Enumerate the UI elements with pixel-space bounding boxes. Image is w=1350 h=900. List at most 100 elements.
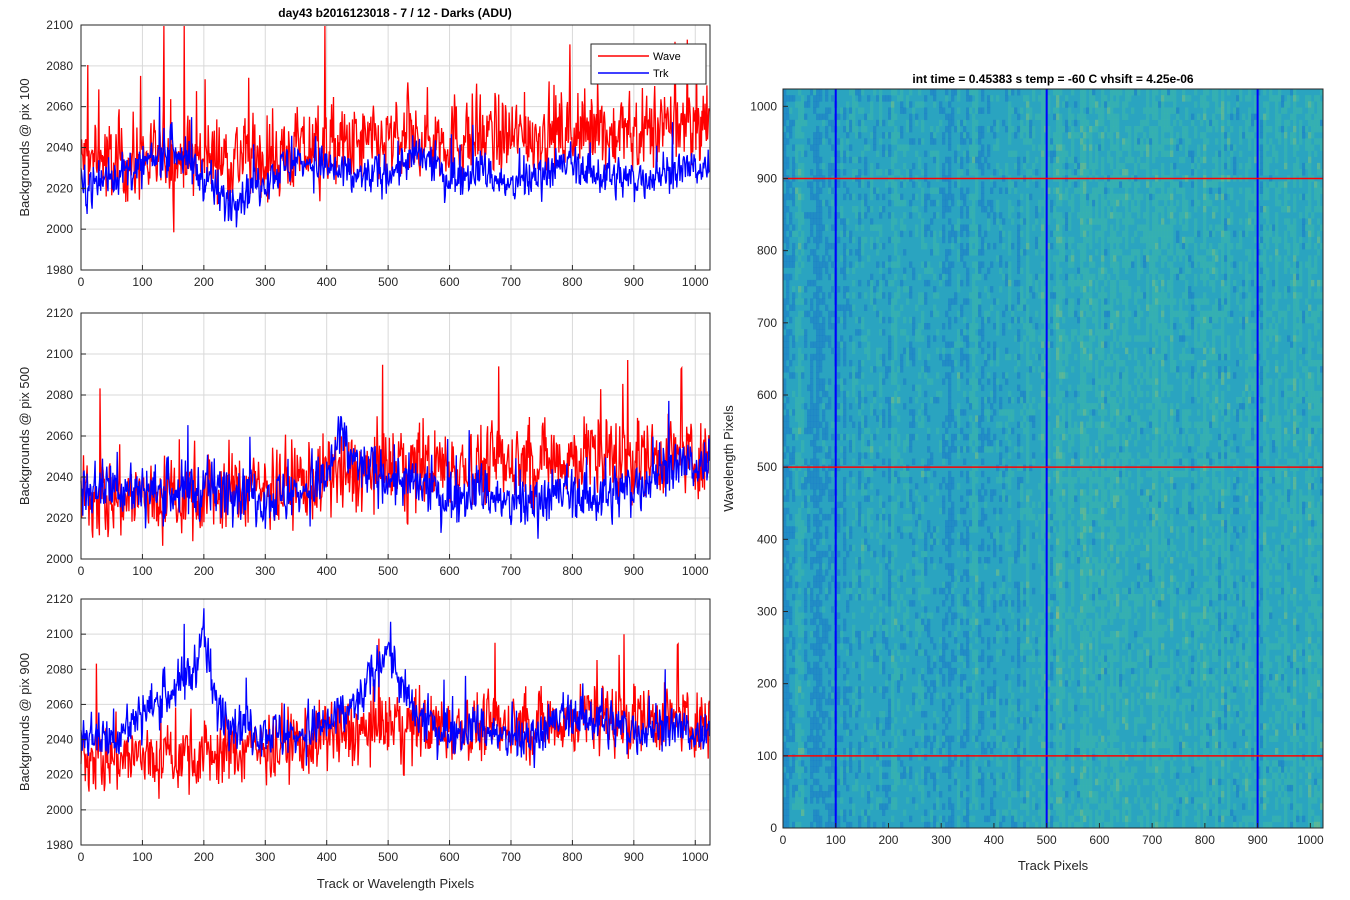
image-pixel (822, 440, 826, 447)
image-pixel (858, 581, 862, 589)
image-pixel (816, 144, 820, 151)
image-pixel (1047, 637, 1051, 644)
image-pixel (981, 242, 985, 250)
image-pixel (960, 206, 964, 213)
image-pixel (888, 704, 892, 712)
image-pixel (897, 193, 901, 201)
image-pixel (972, 347, 976, 355)
image-pixel (948, 606, 952, 613)
image-pixel (927, 686, 931, 693)
image-pixel (1038, 754, 1042, 761)
image-pixel (948, 667, 952, 675)
image-pixel (1041, 89, 1045, 96)
image-pixel (1044, 378, 1048, 385)
image-pixel (783, 581, 787, 589)
image-pixel (930, 772, 934, 780)
image-pixel (894, 575, 898, 582)
image-pixel (1044, 778, 1048, 786)
image-pixel (969, 335, 973, 342)
image-pixel (1053, 316, 1057, 324)
image-pixel (870, 803, 874, 810)
image-pixel (1047, 618, 1051, 626)
image-pixel (972, 655, 976, 663)
image-pixel (894, 341, 898, 348)
image-pixel (1053, 440, 1057, 447)
image-pixel (843, 624, 847, 632)
image-pixel (789, 107, 793, 114)
x-tick-label: 200 (194, 275, 214, 289)
image-pixel (972, 279, 976, 287)
image-pixel (786, 760, 790, 767)
image-pixel (894, 329, 898, 336)
image-pixel (921, 199, 925, 207)
image-pixel (975, 378, 979, 385)
image-pixel (870, 292, 874, 299)
image-pixel (882, 667, 886, 675)
image-pixel (966, 723, 970, 730)
image-pixel (990, 359, 994, 367)
image-pixel (894, 550, 898, 558)
image-pixel (1044, 766, 1048, 773)
image-pixel (1008, 501, 1012, 509)
image-pixel (1059, 359, 1063, 367)
image-pixel (915, 544, 919, 552)
image-pixel (1041, 396, 1045, 404)
image-pixel (891, 513, 895, 521)
image-pixel (1044, 760, 1048, 767)
image-pixel (816, 692, 820, 699)
image-pixel (981, 747, 985, 755)
image-pixel (1047, 279, 1051, 287)
image-pixel (1041, 630, 1045, 638)
image-pixel (792, 532, 796, 539)
image-pixel (819, 286, 823, 293)
image-pixel (972, 624, 976, 632)
image-pixel (843, 310, 847, 318)
x-tick-label: 800 (562, 850, 582, 864)
image-pixel (930, 495, 934, 502)
image-pixel (837, 569, 841, 576)
image-pixel (888, 403, 892, 410)
image-pixel (864, 113, 868, 121)
image-pixel (954, 230, 958, 238)
image-pixel (1014, 353, 1018, 361)
image-pixel (792, 803, 796, 810)
image-pixel (942, 618, 946, 626)
image-pixel (786, 138, 790, 145)
x-tick-label: 100 (132, 564, 152, 578)
image-pixel (831, 95, 835, 102)
image-pixel (1056, 286, 1060, 293)
image-pixel (1056, 803, 1060, 810)
image-pixel (891, 236, 895, 244)
image-pixel (954, 316, 958, 324)
image-pixel (1059, 458, 1063, 465)
image-pixel (1020, 341, 1024, 348)
image-pixel (1008, 569, 1012, 576)
image-pixel (879, 686, 883, 693)
image-pixel (906, 612, 910, 619)
image-pixel (1056, 169, 1060, 176)
image-pixel (942, 323, 946, 330)
image-pixel (1035, 218, 1039, 225)
image-pixel (939, 261, 943, 268)
image-pixel (978, 489, 982, 496)
image-pixel (1020, 489, 1024, 496)
image-pixel (1002, 587, 1006, 595)
image-pixel (966, 766, 970, 773)
image-pixel (858, 686, 862, 693)
image-pixel (933, 680, 937, 687)
y-tick-label: 1980 (46, 263, 73, 277)
image-pixel (858, 341, 862, 348)
image-pixel (1020, 347, 1024, 355)
image-pixel (1011, 704, 1015, 712)
image-pixel (1044, 729, 1048, 736)
image-pixel (789, 612, 793, 619)
image-pixel (1044, 304, 1048, 311)
image-pixel (1041, 710, 1045, 718)
image-pixel (1041, 316, 1045, 324)
image-pixel (843, 513, 847, 521)
image-pixel (978, 630, 982, 638)
image-pixel (891, 181, 895, 188)
image-pixel (783, 815, 787, 823)
image-pixel (858, 821, 862, 829)
image-pixel (1035, 113, 1039, 121)
